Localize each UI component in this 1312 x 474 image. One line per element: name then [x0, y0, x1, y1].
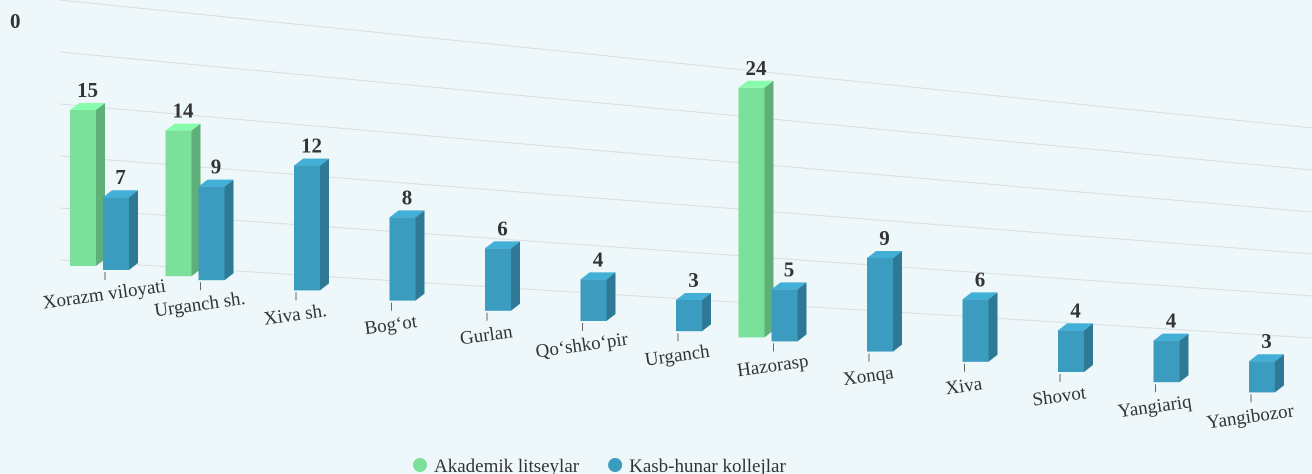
bar-front — [771, 289, 798, 342]
data-label: 3 — [688, 268, 699, 292]
bar-front — [1249, 361, 1275, 393]
bar — [1249, 354, 1284, 393]
bar — [103, 190, 138, 270]
bar-top — [962, 292, 998, 300]
bar-top — [580, 272, 616, 280]
data-label: 4 — [1166, 309, 1177, 333]
bar-side — [606, 272, 616, 321]
bar-front — [70, 110, 96, 266]
bar-front — [198, 186, 225, 281]
bar — [676, 293, 711, 332]
bar-front — [738, 87, 765, 338]
bar-side — [96, 103, 105, 266]
data-label: 4 — [1070, 298, 1081, 322]
bar-top — [771, 282, 807, 290]
bar-front — [165, 130, 192, 277]
legend-swatch — [608, 458, 623, 472]
data-label: 5 — [784, 257, 795, 281]
bar-side — [224, 179, 234, 281]
bar-top — [676, 293, 711, 300]
bar — [867, 251, 902, 352]
bar — [294, 158, 329, 291]
bar-side — [511, 241, 520, 311]
data-label: 9 — [879, 226, 890, 250]
data-label: 6 — [975, 267, 986, 291]
bar-top — [1058, 323, 1093, 331]
bar-top — [294, 158, 329, 166]
bar — [738, 80, 774, 338]
bar-front — [676, 300, 702, 332]
bar — [165, 123, 201, 277]
bar — [198, 179, 234, 281]
data-label: 15 — [77, 78, 98, 102]
bar-side — [415, 210, 425, 301]
bar-top — [1249, 354, 1284, 362]
bar-side — [320, 158, 329, 291]
legend-item: Kasb-hunar kollejlar — [608, 456, 786, 474]
data-label: 14 — [173, 99, 195, 123]
data-label: 24 — [746, 56, 768, 80]
bar-side — [893, 251, 902, 352]
bar-side — [1275, 354, 1284, 393]
bar-top — [738, 80, 774, 88]
bar-side — [129, 190, 138, 270]
bar-front — [389, 217, 416, 301]
bar — [962, 292, 998, 362]
data-label: 3 — [1261, 329, 1272, 353]
bar-top — [389, 210, 425, 218]
data-label: 6 — [497, 216, 508, 240]
legend-swatch — [413, 458, 427, 472]
bar-top — [103, 190, 138, 198]
bar — [771, 282, 807, 342]
bar-front — [103, 197, 129, 270]
bar-front — [485, 248, 511, 311]
bar-side — [797, 282, 807, 342]
bar-front — [294, 165, 320, 291]
bar-front — [962, 299, 989, 362]
data-label: 7 — [115, 165, 126, 189]
bar-side — [191, 123, 201, 277]
bar-side — [702, 293, 711, 332]
x-tick-label: Xiva — [944, 373, 984, 399]
bar-front — [580, 279, 607, 321]
bar — [580, 272, 616, 321]
bar-side — [988, 292, 998, 362]
data-label: 4 — [593, 247, 604, 271]
bar-top — [165, 123, 201, 131]
bar-front — [867, 258, 893, 352]
bar-front — [1058, 330, 1084, 372]
bar — [70, 103, 105, 266]
corner-label: 0 — [10, 9, 21, 33]
bar-side — [1084, 323, 1093, 372]
legend-label: Akademik litseylar — [434, 456, 580, 474]
bar — [1058, 323, 1093, 372]
bar-top — [485, 241, 520, 249]
legend-item: Akademik litseylar — [413, 456, 580, 474]
data-label: 12 — [301, 134, 322, 158]
data-label: 9 — [211, 155, 222, 179]
bar-top — [70, 103, 105, 110]
data-label: 8 — [402, 185, 413, 209]
bar-top — [867, 251, 902, 258]
legend-label: Kasb-hunar kollejlar — [629, 456, 786, 474]
bar-side — [1179, 333, 1189, 383]
bar — [485, 241, 520, 311]
bar-top — [198, 179, 234, 187]
bar-top — [1153, 333, 1189, 341]
bar — [1153, 333, 1189, 383]
bar-front — [1153, 340, 1180, 383]
bar — [389, 210, 425, 301]
bar-side — [764, 80, 774, 338]
